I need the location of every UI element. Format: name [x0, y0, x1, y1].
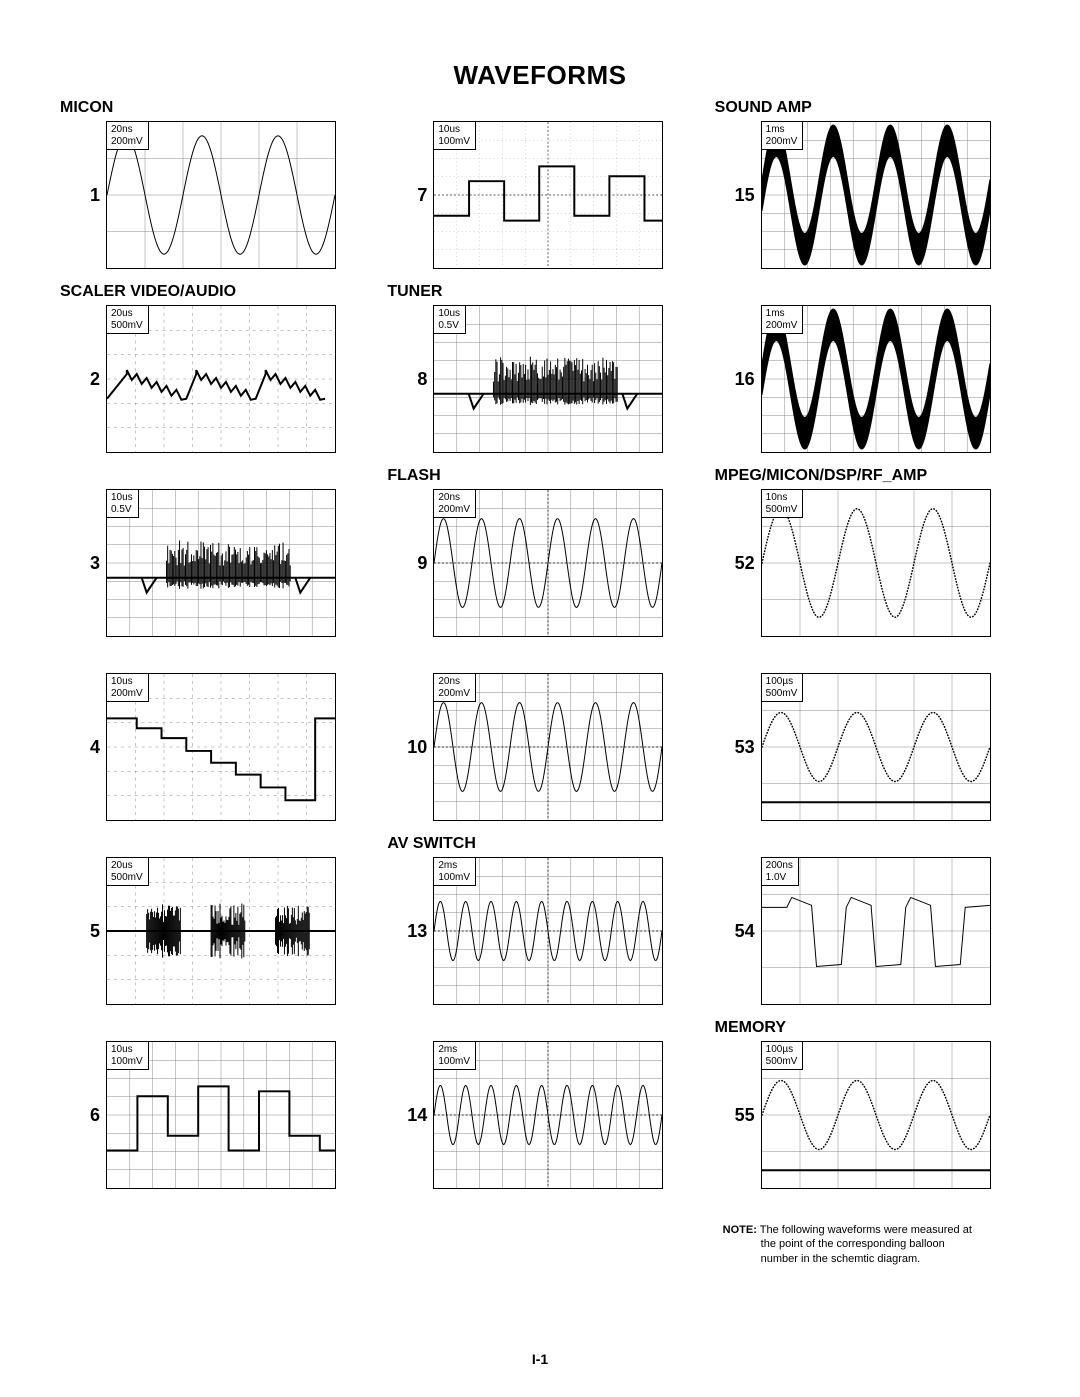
waveform-cell: SCALER VIDEO/AUDIO 2 20us500mV	[60, 283, 365, 453]
section-header	[60, 651, 365, 671]
waveform-cell: MICON 1 20ns200mV	[60, 99, 365, 269]
scale-label: 20us500mV	[107, 858, 149, 886]
waveform-index: 13	[387, 921, 427, 942]
oscilloscope-display: 10us100mV	[433, 121, 663, 269]
waveform-index: 54	[715, 921, 755, 942]
waveform-index: 5	[60, 921, 100, 942]
waveform-cell: FLASH 9 20ns200mV	[387, 467, 692, 637]
oscilloscope-display: 20us500mV	[106, 857, 336, 1005]
section-header: TUNER	[387, 283, 692, 303]
section-header: MICON	[60, 99, 365, 119]
section-header	[60, 835, 365, 855]
oscilloscope-display: 10us200mV	[106, 673, 336, 821]
waveform-cell: 5 20us500mV	[60, 835, 365, 1005]
note-text: NOTE: The following waveforms were measu…	[715, 1223, 1020, 1266]
oscilloscope-display: 20ns200mV	[433, 489, 663, 637]
note-cell: NOTE: The following waveforms were measu…	[715, 1203, 1020, 1266]
section-header: MPEG/MICON/DSP/RF_AMP	[715, 467, 1020, 487]
waveform-index: 52	[715, 553, 755, 574]
section-header: AV SWITCH	[387, 835, 692, 855]
section-header: SOUND AMP	[715, 99, 1020, 119]
section-header	[715, 283, 1020, 303]
scale-label: 20ns200mV	[434, 674, 476, 702]
waveform-index: 53	[715, 737, 755, 758]
scale-label: 10us100mV	[107, 1042, 149, 1070]
waveform-index: 9	[387, 553, 427, 574]
waveform-index: 15	[715, 185, 755, 206]
scale-label: 10us0.5V	[107, 490, 139, 518]
section-header	[387, 651, 692, 671]
section-header: MEMORY	[715, 1019, 1020, 1039]
waveform-cell: 10 20ns200mV	[387, 651, 692, 821]
scale-label: 2ms100mV	[434, 858, 476, 886]
scale-label: 1ms200mV	[762, 306, 804, 334]
waveform-cell: 6 10us100mV	[60, 1019, 365, 1189]
waveform-cell: SOUND AMP 15 1ms200mV	[715, 99, 1020, 269]
oscilloscope-display: 1ms200mV	[761, 121, 991, 269]
oscilloscope-display: 200ns1.0V	[761, 857, 991, 1005]
waveform-index: 55	[715, 1105, 755, 1126]
waveform-index: 4	[60, 737, 100, 758]
scale-label: 20ns200mV	[107, 122, 149, 150]
section-header: FLASH	[387, 467, 692, 487]
oscilloscope-display: 10ns500mV	[761, 489, 991, 637]
oscilloscope-display: 10us0.5V	[106, 489, 336, 637]
waveform-cell: 7 10us100mV	[387, 99, 692, 269]
waveform-cell: MEMORY 55 100µs500mV	[715, 1019, 1020, 1189]
oscilloscope-display: 10us100mV	[106, 1041, 336, 1189]
scale-label: 100µs500mV	[762, 1042, 804, 1070]
waveform-cell: 16 1ms200mV	[715, 283, 1020, 453]
oscilloscope-display: 1ms200mV	[761, 305, 991, 453]
section-header: SCALER VIDEO/AUDIO	[60, 283, 365, 303]
waveform-cell: 4 10us200mV	[60, 651, 365, 821]
waveform-cell: TUNER 8 10us0.5V	[387, 283, 692, 453]
scale-label: 10us100mV	[434, 122, 476, 150]
page-title: WAVEFORMS	[60, 60, 1020, 91]
scale-label: 1ms200mV	[762, 122, 804, 150]
waveform-cell: 14 2ms100mV	[387, 1019, 692, 1189]
scale-label: 10us0.5V	[434, 306, 466, 334]
oscilloscope-display: 100µs500mV	[761, 673, 991, 821]
waveform-cell: AV SWITCH 13 2ms100mV	[387, 835, 692, 1005]
waveform-index: 1	[60, 185, 100, 206]
scale-label: 20us500mV	[107, 306, 149, 334]
page-number: I-1	[0, 1351, 1080, 1367]
waveform-index: 10	[387, 737, 427, 758]
scale-label: 10us200mV	[107, 674, 149, 702]
section-header	[60, 467, 365, 487]
waveform-cell: MPEG/MICON/DSP/RF_AMP 52 10ns500mV	[715, 467, 1020, 637]
waveform-index: 3	[60, 553, 100, 574]
waveform-cell: 54 200ns1.0V	[715, 835, 1020, 1005]
oscilloscope-display: 10us0.5V	[433, 305, 663, 453]
section-header	[715, 835, 1020, 855]
waveform-index: 2	[60, 369, 100, 390]
section-header	[60, 1019, 365, 1039]
scale-label: 10ns500mV	[762, 490, 804, 518]
waveform-cell: 3 10us0.5V	[60, 467, 365, 637]
waveform-index: 8	[387, 369, 427, 390]
scale-label: 20ns200mV	[434, 490, 476, 518]
scale-label: 2ms100mV	[434, 1042, 476, 1070]
waveform-grid: MICON 1 20ns200mV 7 10us100mV SOUND AMP 15 1m…	[60, 99, 1020, 1266]
waveform-cell: 53 100µs500mV	[715, 651, 1020, 821]
oscilloscope-display: 2ms100mV	[433, 1041, 663, 1189]
section-header	[715, 651, 1020, 671]
oscilloscope-display: 20ns200mV	[106, 121, 336, 269]
waveform-index: 14	[387, 1105, 427, 1126]
waveform-index: 16	[715, 369, 755, 390]
scale-label: 100µs500mV	[762, 674, 804, 702]
waveform-index: 6	[60, 1105, 100, 1126]
oscilloscope-display: 20ns200mV	[433, 673, 663, 821]
section-header	[387, 1019, 692, 1039]
section-header	[387, 99, 692, 119]
oscilloscope-display: 2ms100mV	[433, 857, 663, 1005]
oscilloscope-display: 20us500mV	[106, 305, 336, 453]
scale-label: 200ns1.0V	[762, 858, 799, 886]
waveform-index: 7	[387, 185, 427, 206]
oscilloscope-display: 100µs500mV	[761, 1041, 991, 1189]
